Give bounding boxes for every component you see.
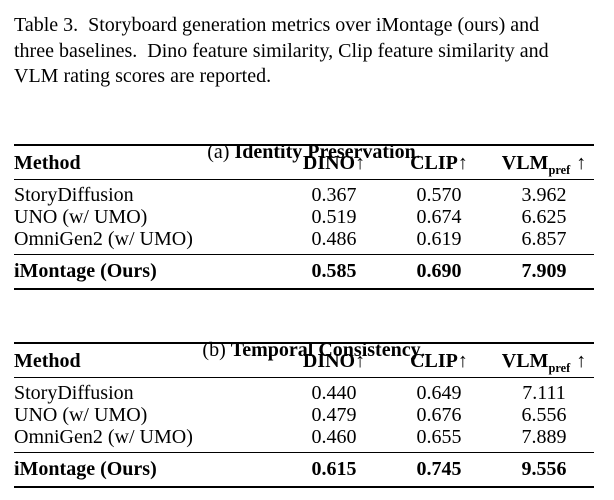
clip-cell: 0.690 [384,254,494,289]
method-cell: StoryDiffusion [14,184,134,206]
dino-cell: 0.585 [284,254,384,289]
table-row: UNO (w/ UMO) 0.519 0.674 6.625 [14,206,594,228]
up-arrow-icon: ↑ [355,350,366,372]
col-header-vlm-subscript: pref [548,163,571,177]
clip-cell: 0.649 [416,382,462,404]
table-row: OmniGen2 (w/ UMO) 0.460 0.655 7.889 [14,426,594,453]
col-header-vlm: VLMpref ↑ [494,145,594,180]
col-header-vlm-subscript: pref [548,361,571,375]
dino-cell: 0.460 [311,426,357,448]
header-row: Method DINO↑ CLIP↑ VLMpref ↑ [14,145,594,180]
col-header-method: Method [14,343,284,378]
vlm-cell: 6.857 [521,228,567,250]
vlm-cell: 7.111 [522,382,566,404]
clip-cell: 0.674 [416,206,462,228]
clip-cell: 0.655 [416,426,462,448]
method-cell: iMontage (Ours) [14,254,284,289]
clip-cell: 0.570 [416,184,462,206]
up-arrow-icon: ↑ [355,152,366,174]
up-arrow-icon: ↑ [576,152,587,174]
up-arrow-icon: ↑ [576,350,587,372]
clip-cell: 0.745 [384,452,494,487]
up-arrow-icon: ↑ [457,152,468,174]
col-header-dino: DINO↑ [284,343,384,378]
caption-line-1: Table 3. Storyboard generation metrics o… [14,14,540,36]
table-row: StoryDiffusion 0.367 0.570 3.962 [14,180,594,207]
method-cell: UNO (w/ UMO) [14,206,148,228]
method-cell: StoryDiffusion [14,382,134,404]
col-header-clip-label: CLIP [410,350,458,372]
vlm-cell: 6.556 [521,404,567,426]
dino-cell: 0.440 [311,382,357,404]
dino-cell: 0.519 [311,206,357,228]
table-row: OmniGen2 (w/ UMO) 0.486 0.619 6.857 [14,228,594,255]
table-row-ours: iMontage (Ours) 0.585 0.690 7.909 [14,254,594,289]
clip-cell: 0.619 [416,228,462,250]
vlm-cell: 3.962 [521,184,567,206]
col-header-vlm: VLMpref ↑ [494,343,594,378]
dino-cell: 0.367 [311,184,357,206]
table-row: StoryDiffusion 0.440 0.649 7.111 [14,378,594,405]
col-header-clip-label: CLIP [410,152,458,174]
col-header-clip: CLIP↑ [384,145,494,180]
col-header-method: Method [14,145,284,180]
clip-cell: 0.676 [416,404,462,426]
vlm-cell: 6.625 [521,206,567,228]
method-cell: UNO (w/ UMO) [14,404,148,426]
up-arrow-icon: ↑ [457,350,468,372]
vlm-cell: 9.556 [494,452,594,487]
table-row-ours: iMontage (Ours) 0.615 0.745 9.556 [14,452,594,487]
col-header-vlm-label: VLM [501,350,549,372]
header-row: Method DINO↑ CLIP↑ VLMpref ↑ [14,343,594,378]
dino-cell: 0.479 [311,404,357,426]
method-cell: iMontage (Ours) [14,452,284,487]
dino-cell: 0.486 [311,228,357,250]
method-cell: OmniGen2 (w/ UMO) [14,426,193,448]
col-header-dino-label: DINO [302,152,356,174]
identity-preservation-table: Method DINO↑ CLIP↑ VLMpref ↑ StoryDiffusi… [14,144,594,290]
method-cell: OmniGen2 (w/ UMO) [14,228,193,250]
vlm-cell: 7.909 [494,254,594,289]
vlm-cell: 7.889 [521,426,567,448]
col-header-dino-label: DINO [302,350,356,372]
dino-cell: 0.615 [284,452,384,487]
col-header-clip: CLIP↑ [384,343,494,378]
col-header-dino: DINO↑ [284,145,384,180]
table-caption: Table 3. Storyboard generation metrics o… [14,13,549,90]
col-header-vlm-label: VLM [501,152,549,174]
temporal-consistency-table: Method DINO↑ CLIP↑ VLMpref ↑ StoryDiffusi… [14,342,594,488]
caption-line-2: three baselines. Dino feature similarity… [14,39,549,62]
table-row: UNO (w/ UMO) 0.479 0.676 6.556 [14,404,594,426]
caption-line-3: VLM rating scores are reported. [14,65,272,87]
